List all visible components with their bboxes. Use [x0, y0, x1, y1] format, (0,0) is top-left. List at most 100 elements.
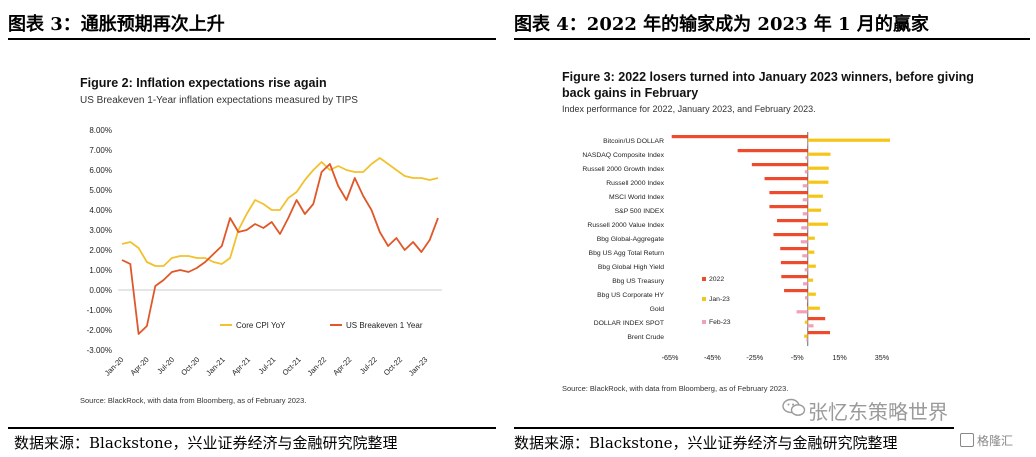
bar-2022	[807, 303, 808, 307]
bar-2022	[769, 205, 808, 209]
left-bottom-rule	[8, 427, 496, 429]
bar-feb-23	[801, 226, 808, 230]
category-label: DOLLAR INDEX SPOT	[594, 320, 664, 327]
right-header: 图表 4：2022 年的输家成为 2023 年 1 月的赢家	[514, 14, 929, 35]
bar-2022	[773, 233, 808, 237]
y-tick-label: -2.00%	[87, 326, 112, 335]
x-tick-label: Apr-21	[230, 355, 252, 377]
legend-swatch	[702, 277, 706, 281]
badge-icon	[960, 433, 974, 447]
right-source: 数据来源：Blackstone，兴业证券经济与金融研究院整理	[514, 434, 898, 452]
x-tick-label: Oct-20	[179, 355, 201, 377]
category-label: NASDAQ Composite Index	[582, 152, 664, 159]
x-tick-label: 35%	[875, 353, 890, 362]
bar-feb-23	[805, 296, 808, 300]
bar-jan-23	[807, 180, 829, 184]
bar-feb-23	[796, 310, 808, 314]
x-tick-label: Jul-20	[155, 355, 176, 376]
y-tick-label: 1.00%	[89, 266, 112, 275]
bar-feb-23	[804, 268, 808, 272]
bar-2022	[780, 261, 808, 265]
bar-feb-23	[802, 254, 808, 258]
x-tick-label: Jan-20	[103, 355, 126, 378]
bar-feb-23	[802, 198, 808, 202]
bar-jan-23	[807, 138, 890, 142]
core-cpi-line	[121, 157, 439, 267]
bar-feb-23	[802, 282, 808, 286]
bar-2022	[671, 135, 808, 139]
watermark-text: 张忆东策略世界	[808, 400, 948, 424]
brand-badge: 格隆汇	[960, 432, 1013, 449]
bar-jan-23	[807, 292, 816, 296]
left-source: 数据来源：Blackstone，兴业证券经济与金融研究院整理	[14, 434, 398, 452]
category-label: Bbg Global High Yield	[598, 264, 664, 271]
x-tick-label: Jan-21	[204, 355, 227, 378]
y-tick-label: 8.00%	[89, 126, 112, 135]
bar-jan-23	[807, 194, 823, 198]
category-label: Russell 2000 Value Index	[587, 222, 664, 229]
category-label: Gold	[650, 306, 665, 313]
bar-jan-23	[807, 306, 820, 310]
right-top-rule	[514, 38, 1030, 40]
category-label: MSCI World Index	[609, 194, 665, 201]
bar-feb-23	[807, 324, 814, 328]
bar-jan-23	[807, 152, 831, 156]
bar-2022	[769, 191, 808, 195]
bar-feb-23	[805, 156, 808, 160]
category-label: Bbg Global-Aggregate	[597, 236, 664, 243]
bar-jan-23	[807, 250, 815, 254]
y-tick-label: -1.00%	[87, 306, 112, 315]
bar-2022	[784, 289, 808, 293]
category-label: Russell 2000 Growth Index	[582, 166, 664, 173]
x-tick-label: Oct-21	[280, 355, 302, 377]
bar-2022	[777, 219, 808, 223]
legend-swatch	[702, 320, 706, 324]
x-tick-label: Jul-21	[257, 355, 278, 376]
bar-jan-23	[807, 222, 828, 226]
y-tick-label: 4.00%	[89, 206, 112, 215]
legend-label: US Breakeven 1 Year	[346, 321, 423, 330]
right-figure-subtitle: Index performance for 2022, January 2023…	[562, 104, 816, 114]
bar-feb-23	[800, 240, 808, 244]
right-figure-title-line2: back gains in February	[562, 86, 699, 100]
bar-2022	[764, 177, 808, 181]
y-tick-label: 2.00%	[89, 246, 112, 255]
bar-feb-23	[802, 212, 808, 216]
right-figure-source: Source: BlackRock, with data from Bloomb…	[562, 384, 789, 393]
x-tick-label: Apr-20	[128, 355, 150, 377]
bar-feb-23	[806, 338, 808, 342]
bar-2022	[737, 149, 808, 153]
y-tick-label: 5.00%	[89, 186, 112, 195]
bar-jan-23	[807, 166, 829, 170]
left-figure-title: Figure 2: Inflation expectations rise ag…	[80, 76, 327, 90]
bar-jan-23	[807, 236, 815, 240]
legend-label: Core CPI YoY	[236, 321, 286, 330]
bar-feb-23	[802, 184, 808, 188]
x-tick-label: -45%	[704, 353, 721, 362]
x-tick-label: -25%	[746, 353, 763, 362]
y-tick-label: 7.00%	[89, 146, 112, 155]
x-tick-label: -65%	[662, 353, 679, 362]
bar-2022	[751, 163, 808, 167]
y-tick-label: -3.00%	[87, 346, 112, 355]
category-label: Bbg US Corporate HY	[597, 292, 664, 299]
legend-swatch	[702, 297, 706, 301]
wechat-icon	[782, 398, 806, 416]
bar-2022	[807, 331, 831, 335]
badge-text: 格隆汇	[977, 434, 1014, 448]
bar-2022	[807, 317, 826, 321]
inflation-line-chart: 8.00% 7.00% 6.00% 5.00% 4.00% 3.00% 2.00% 1.00%…	[87, 126, 442, 378]
right-bottom-rule	[514, 427, 954, 429]
category-label: S&P 500 INDEX	[615, 208, 665, 215]
category-label: Brent Crude	[627, 334, 664, 341]
bar-2022	[781, 275, 808, 279]
left-figure-source: Source: BlackRock, with data from Bloomb…	[80, 396, 307, 405]
breakeven-line	[121, 163, 439, 335]
legend-label: Feb-23	[709, 319, 731, 326]
category-label: Bbg US Treasury	[612, 278, 664, 285]
category-label: Russell 2000 Index	[606, 180, 664, 187]
bar-jan-23	[804, 320, 808, 324]
y-tick-label: 3.00%	[89, 226, 112, 235]
x-tick-label: -5%	[791, 353, 804, 362]
bar-jan-23	[807, 278, 814, 282]
